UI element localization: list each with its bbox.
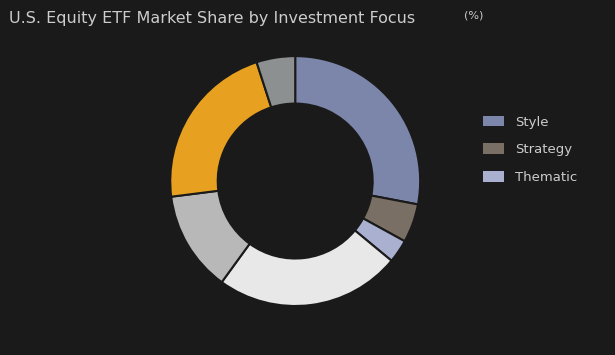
Wedge shape	[256, 56, 295, 107]
Wedge shape	[170, 62, 271, 197]
Wedge shape	[355, 218, 405, 261]
Wedge shape	[363, 196, 418, 241]
Wedge shape	[222, 230, 392, 306]
Wedge shape	[171, 191, 250, 282]
Wedge shape	[295, 56, 420, 204]
Legend: Style, Strategy, Thematic: Style, Strategy, Thematic	[483, 116, 577, 184]
Text: (%): (%)	[464, 11, 484, 21]
Text: U.S. Equity ETF Market Share by Investment Focus: U.S. Equity ETF Market Share by Investme…	[9, 11, 415, 26]
